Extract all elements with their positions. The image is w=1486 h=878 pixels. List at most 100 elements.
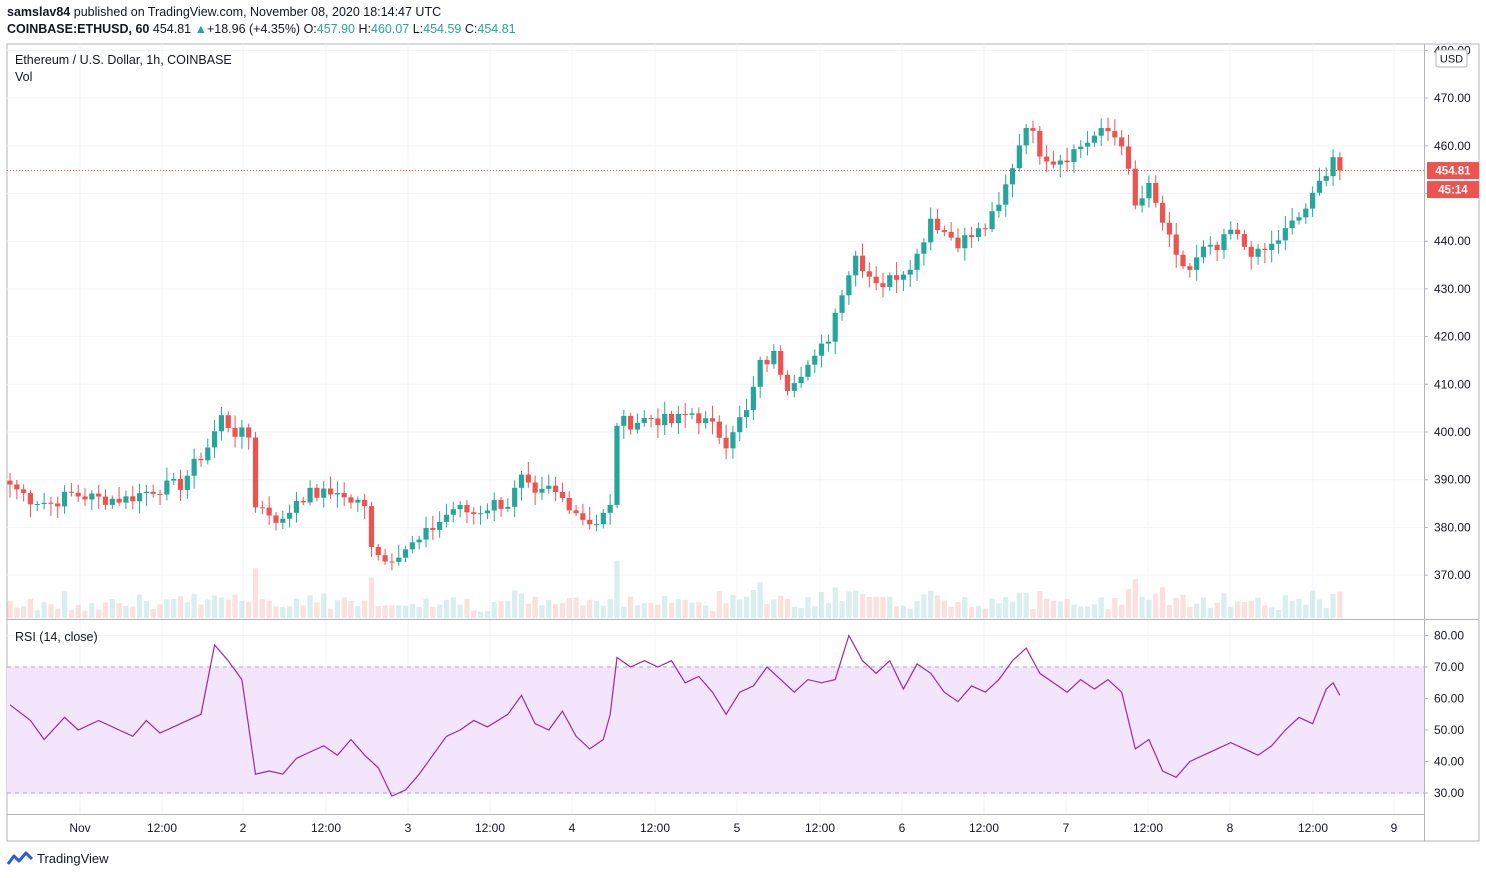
rsi-axis-ticks[interactable]: 30.00 40.00 50.00 60.00 70.00 80.00 [1424, 629, 1464, 801]
candle-body [675, 413, 681, 424]
volume-bar [784, 598, 791, 618]
candle-body [818, 343, 825, 356]
candle-body [334, 493, 340, 495]
volume-bar [293, 598, 300, 618]
candle-body [921, 242, 927, 254]
volume-bar [894, 606, 900, 618]
candle-body [1112, 131, 1118, 138]
candle-body [723, 437, 729, 449]
candle-body [832, 312, 838, 342]
volume-bar [553, 604, 559, 618]
candle-body [880, 283, 886, 288]
candle-body [464, 505, 470, 513]
volume-bar [1057, 601, 1063, 618]
candle-body [996, 204, 1002, 212]
volume-bar [157, 604, 163, 618]
candle-body [914, 253, 920, 270]
volume-bar [191, 593, 197, 618]
high-label: H: [358, 22, 372, 36]
candle-body [327, 488, 334, 495]
candle-body [621, 415, 627, 426]
volume-bar [68, 610, 74, 618]
candle-body [703, 418, 709, 424]
candle-body [764, 359, 770, 365]
candle-body [75, 492, 81, 497]
candle-body [280, 518, 286, 523]
volume-bar [880, 596, 886, 618]
rsi-tick-label: 60.00 [1434, 692, 1464, 706]
candle-body [362, 499, 368, 507]
volume-bar [757, 582, 763, 618]
volume-bar [171, 599, 177, 618]
candle-body [566, 497, 572, 511]
volume-bar [1303, 604, 1309, 618]
volume-bar [1071, 604, 1077, 618]
volume-bar [900, 605, 907, 618]
time-axis-ticks[interactable]: Nov 12:00 2 12:00 3 12:00 4 12:00 5 12:00 6 12:00 7 1… [69, 821, 1397, 835]
price-tick-label: 400.00 [1434, 425, 1471, 439]
volume-bar [212, 595, 218, 618]
volume-bar [1275, 610, 1282, 618]
volume-bar [628, 596, 634, 618]
candle-body [1057, 160, 1063, 165]
candle-body [941, 230, 947, 232]
volume-bar [225, 599, 231, 618]
candle-body [266, 507, 272, 516]
volume-bar [559, 602, 566, 618]
candle-body [116, 498, 122, 503]
author-name[interactable]: samslav84 [7, 5, 71, 19]
close-label: C: [464, 22, 478, 36]
volume-bar [96, 609, 102, 618]
volume-bar [621, 606, 627, 618]
volume-bar [1037, 591, 1043, 618]
volume-bar [75, 605, 81, 618]
currency-button[interactable] [1435, 49, 1468, 68]
candle-body [559, 492, 566, 498]
candle-body [314, 487, 320, 498]
candle-body [1330, 157, 1336, 177]
volume-bar [818, 592, 825, 618]
candle-body [1235, 229, 1241, 235]
volume-bar [443, 599, 450, 618]
volume-bar [491, 601, 497, 618]
volume-bar [866, 596, 872, 618]
candle-body [457, 505, 463, 510]
price-tick-label: 410.00 [1434, 377, 1471, 391]
volume-bar [1003, 597, 1009, 618]
candle-body [969, 235, 975, 238]
volume-bar [641, 603, 647, 618]
candle-body [355, 499, 361, 503]
rsi-tick-label: 50.00 [1434, 723, 1464, 737]
candle-body [150, 491, 156, 494]
volume-bar [1023, 593, 1029, 618]
price-axis-ticks[interactable]: 370.00 380.00 390.00 400.00 410.00 420.00 430.… [1424, 43, 1471, 582]
candle-body [593, 524, 600, 526]
candle-body [389, 561, 395, 563]
candle-body [1023, 128, 1029, 146]
candle-body [368, 506, 375, 547]
volume-bar [593, 601, 600, 618]
rsi-line [9, 633, 1341, 797]
candle-body [1009, 168, 1016, 185]
candle-body [784, 374, 791, 391]
volume-bar [409, 603, 415, 618]
volume-bar [689, 602, 695, 618]
candle-body [539, 488, 545, 493]
volume-bar [239, 600, 245, 618]
volume-bar [573, 597, 579, 618]
candle-body [491, 500, 497, 511]
candle-body [396, 557, 402, 562]
candle-body [61, 491, 68, 507]
countdown-tag [1427, 181, 1479, 199]
candle-body [130, 496, 136, 502]
candle-body [143, 491, 149, 494]
candle-body [1166, 222, 1172, 235]
candle-body [307, 487, 313, 503]
time-tick-label: 4 [569, 821, 576, 835]
candle-body [1159, 202, 1166, 223]
volume-bar [82, 610, 88, 618]
volume-bar [1200, 597, 1207, 618]
footer-brand[interactable]: TradingView [37, 850, 109, 866]
volume-bar [1091, 604, 1097, 618]
